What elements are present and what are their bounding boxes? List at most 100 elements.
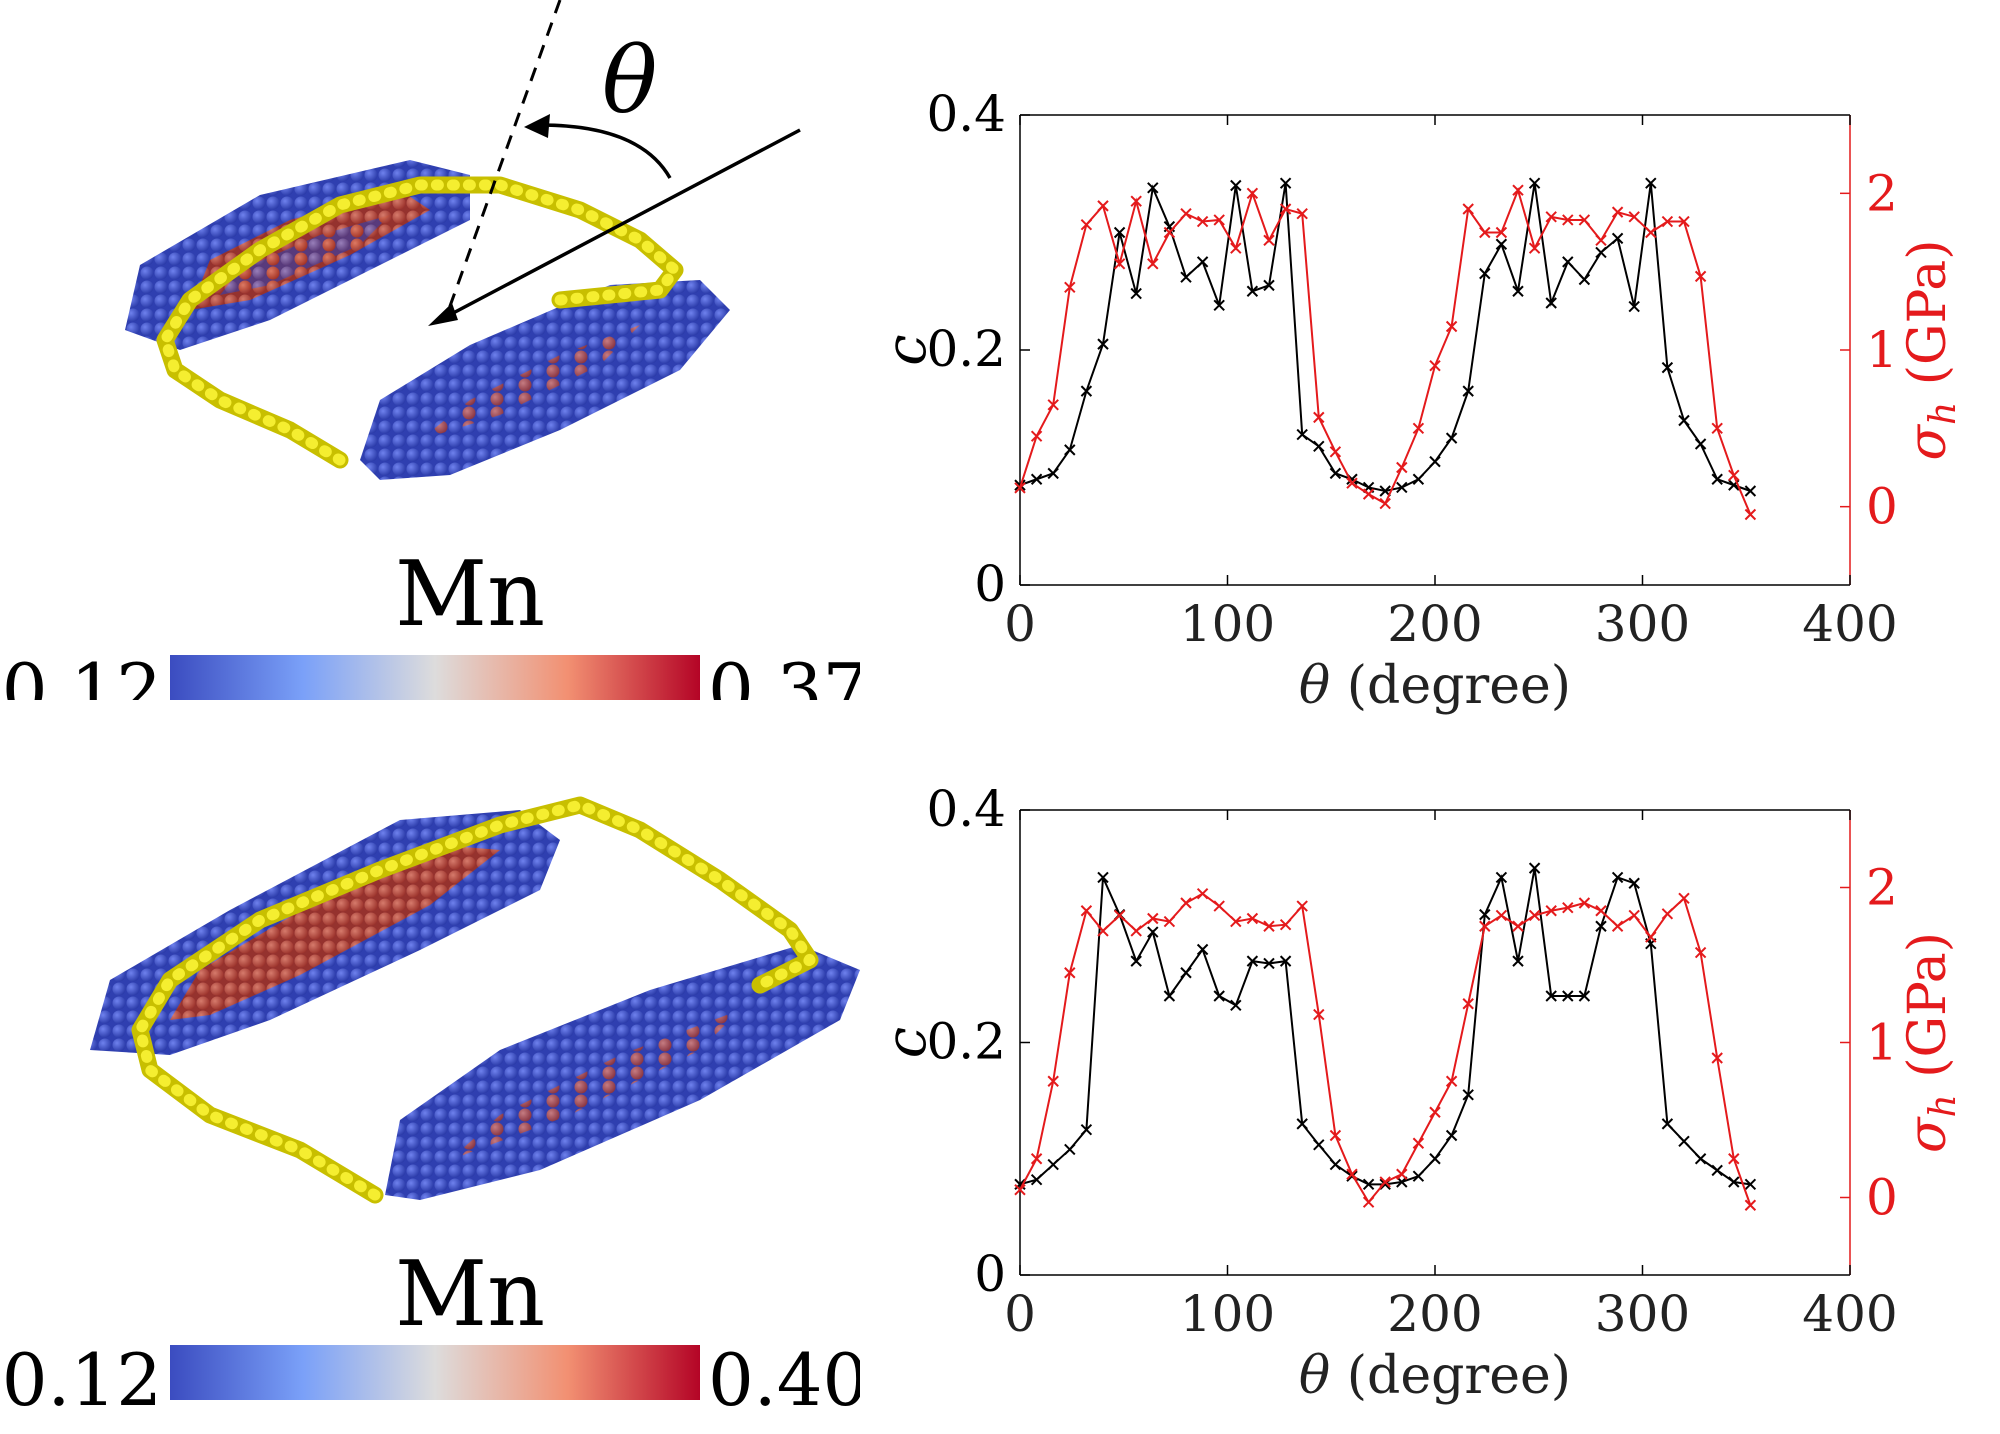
- series-sigma-point: [1479, 920, 1491, 932]
- x-axis-label: θ (degree): [1299, 656, 1571, 716]
- colorbar-gradient: [170, 1345, 700, 1400]
- series-sigma-point: [1728, 1153, 1740, 1165]
- x-tick-label: 400: [1802, 595, 1897, 653]
- series-sigma-point: [1379, 497, 1391, 510]
- series-sigma-point: [1113, 909, 1126, 922]
- series-sigma-point: [1528, 909, 1541, 922]
- series-sigma-point: [1445, 1075, 1458, 1087]
- precipitate-lower: [385, 945, 860, 1200]
- series-c-point: [1744, 1178, 1757, 1191]
- y2-axis-label-unit: (GPa): [1898, 932, 1958, 1094]
- chart-bottom: 0 100 200 300 400 0 0.2 0.4 0 1 2 θ (degree) c σh (GP…: [874, 760, 2000, 1420]
- series-c-point: [1213, 299, 1225, 312]
- angle-symbol: θ: [602, 27, 657, 134]
- series-sigma-point: [1429, 1106, 1441, 1118]
- series-c-point: [1595, 920, 1607, 932]
- y-axis-label: c: [880, 334, 939, 365]
- colorbar-bottom: Mn 0.12 0.40: [2, 1242, 869, 1422]
- y-tick-label: 0.2: [926, 320, 1006, 378]
- y2-axis-label-subscript: h: [1923, 1094, 1964, 1117]
- colorbar-min-label: 0.12: [2, 648, 162, 700]
- y2-tick-label: 1: [1866, 321, 1898, 379]
- x-tick-label: 300: [1595, 1285, 1690, 1343]
- y2-axis-label-subscript: h: [1923, 402, 1964, 425]
- series-sigma-point: [1296, 900, 1308, 912]
- series-c-point: [1263, 957, 1275, 970]
- series-c-point: [1495, 871, 1508, 884]
- series-sigma-point: [1296, 207, 1308, 220]
- series-c-point: [1678, 1135, 1690, 1148]
- series-c-point: [1694, 1153, 1707, 1165]
- series-c-point: [1528, 177, 1541, 189]
- series-c-point: [1097, 338, 1109, 350]
- series-sigma-point: [1097, 200, 1109, 212]
- series-c-point: [1512, 285, 1524, 297]
- chart-top: 0 100 200 300 400 0 0.2 0.4 0 1 2 θ (degree) c σh (GP…: [874, 60, 2000, 740]
- series-c-line: [1019, 867, 1751, 1186]
- series-sigma-point: [1678, 892, 1690, 905]
- series-c-point: [1396, 481, 1408, 494]
- series-sigma-point: [1163, 226, 1176, 239]
- series-sigma-point: [1080, 218, 1093, 231]
- series-c-point: [1578, 273, 1591, 286]
- x-tick-label: 100: [1180, 595, 1275, 653]
- chart-top-svg: 0 100 200 300 400 0 0.2 0.4 0 1 2 θ (degree) c σh (GP…: [874, 85, 1964, 716]
- series-sigma-point: [1064, 281, 1076, 294]
- series-sigma-point: [1562, 901, 1574, 914]
- series-sigma-point: [1362, 488, 1375, 500]
- series-sigma-point: [1030, 1153, 1043, 1165]
- y2-axis-label-unit: (GPa): [1898, 240, 1958, 402]
- series-c-point: [1230, 179, 1242, 192]
- series-sigma-point: [1694, 270, 1707, 283]
- series-c-point: [1047, 467, 1059, 480]
- direction-arrow-line: [439, 128, 801, 322]
- series-sigma-point: [1711, 422, 1723, 435]
- series-c-point: [1163, 990, 1176, 1002]
- y2-axis-label-symbol: σ: [1898, 1116, 1958, 1153]
- series-c-point: [1545, 297, 1557, 309]
- series-sigma-point: [1379, 1176, 1391, 1188]
- series-c-point: [1213, 990, 1225, 1002]
- series-sigma-point: [1645, 226, 1657, 239]
- series-c-point: [1246, 285, 1259, 297]
- structure-panel-top: θ Mn 0.12 0.37: [0, 0, 868, 732]
- series-sigma-point: [1014, 482, 1026, 494]
- series-c-point: [1628, 877, 1640, 889]
- series-sigma-point: [1429, 359, 1441, 372]
- series-sigma-point: [1346, 1168, 1358, 1180]
- series-c-point: [1064, 444, 1076, 456]
- x-axis-label-symbol: θ: [1299, 1346, 1330, 1406]
- series-sigma-point: [1279, 918, 1292, 931]
- series-c-point: [1080, 1123, 1093, 1136]
- series-c-point: [1180, 271, 1192, 283]
- series-c-point: [1064, 1143, 1076, 1156]
- series-c-point: [1279, 955, 1292, 967]
- atom-structure-top: θ Mn 0.12 0.37: [2, 0, 868, 732]
- series-sigma-point: [1711, 1052, 1723, 1064]
- series-sigma-point: [1130, 195, 1142, 207]
- series-c-point: [1545, 990, 1557, 1002]
- series-c-point: [1595, 246, 1607, 259]
- series-sigma-point: [1080, 905, 1093, 917]
- series-c-point: [1196, 256, 1209, 268]
- series-sigma-point: [1479, 226, 1491, 239]
- x-axis-label-symbol: θ: [1299, 656, 1330, 716]
- series-sigma-point: [1163, 915, 1176, 928]
- series-sigma-point: [1213, 900, 1225, 912]
- reference-dashed-line: [443, 0, 562, 321]
- y2-tick-label: 0: [1866, 1169, 1898, 1227]
- colorbar-label: Mn: [395, 542, 545, 647]
- series-sigma-point: [1230, 915, 1242, 928]
- series-sigma-point: [1678, 215, 1690, 228]
- y-tick-label: 0.2: [926, 1013, 1006, 1071]
- colorbar-max-label: 0.37: [708, 648, 860, 700]
- dislocation-loop: [156, 176, 684, 469]
- series-sigma-point: [1495, 909, 1508, 922]
- series-sigma-point: [1246, 912, 1259, 925]
- series-c-point: [1711, 473, 1723, 485]
- series-sigma-point: [1645, 931, 1657, 943]
- series-c-point: [1462, 385, 1474, 397]
- series-c-point: [1578, 990, 1591, 1002]
- angle-annotation: θ: [428, 0, 801, 326]
- x-tick-label: 200: [1387, 1285, 1482, 1343]
